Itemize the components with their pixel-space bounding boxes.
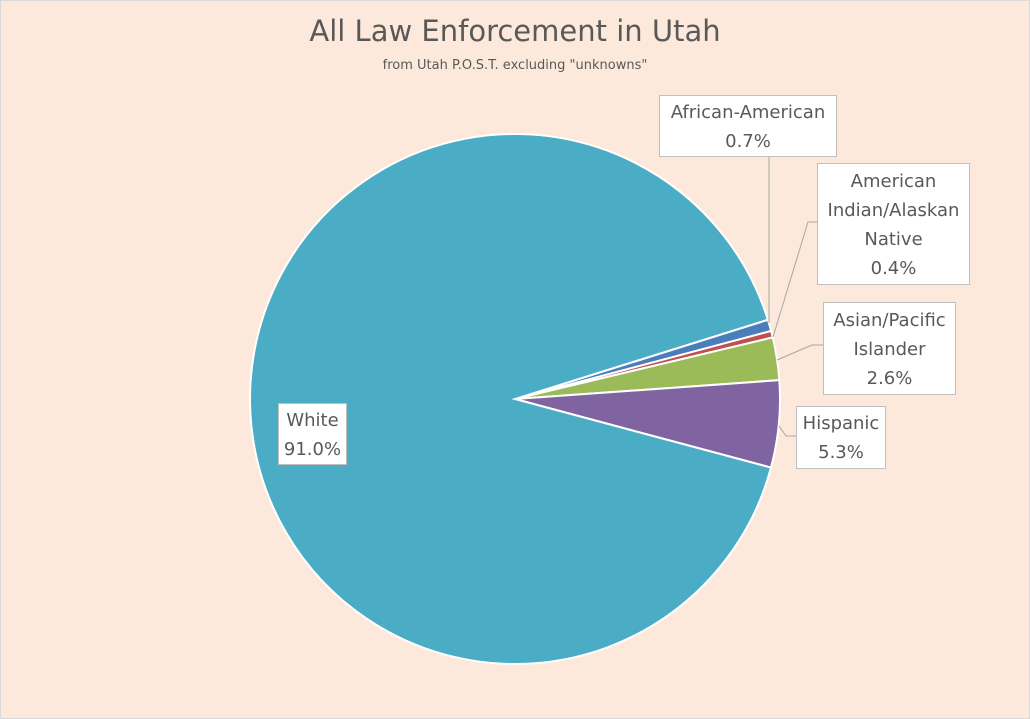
leader-line-hispanic [778, 425, 797, 437]
chart-subtitle: from Utah P.O.S.T. excluding "unknowns" [382, 58, 648, 73]
slice-label-line: Indian/Alaskan [827, 200, 960, 221]
slice-label: Hispanic [802, 413, 880, 434]
slice-label-line: Native [864, 229, 923, 250]
data-label-asian: Asian/Pacific Islander 2.6% [823, 302, 956, 395]
slice-value: 0.4% [870, 258, 917, 279]
slice-value: 5.3% [818, 442, 864, 463]
slice-label: African-American [670, 102, 826, 123]
data-label-white: White 91.0% [278, 403, 347, 465]
data-label-american-indian: American Indian/Alaskan Native 0.4% [817, 163, 970, 285]
data-label-hispanic: Hispanic 5.3% [796, 406, 886, 469]
slice-value: 2.6% [866, 368, 913, 389]
slice-label: White [286, 410, 339, 431]
data-label-african-american: African-American 0.7% [659, 95, 837, 157]
slice-label-line: American [850, 171, 937, 192]
pie-slice-white [249, 133, 773, 665]
leader-line-american-indian [772, 221, 817, 338]
slice-label-line: Asian/Pacific [833, 310, 946, 331]
slice-label-line: Islander [853, 339, 926, 360]
chart-title: All Law Enforcement in Utah [309, 14, 721, 48]
slice-value: 91.0% [283, 439, 342, 460]
leader-line-asian [776, 344, 823, 361]
slice-value: 0.7% [725, 131, 771, 152]
